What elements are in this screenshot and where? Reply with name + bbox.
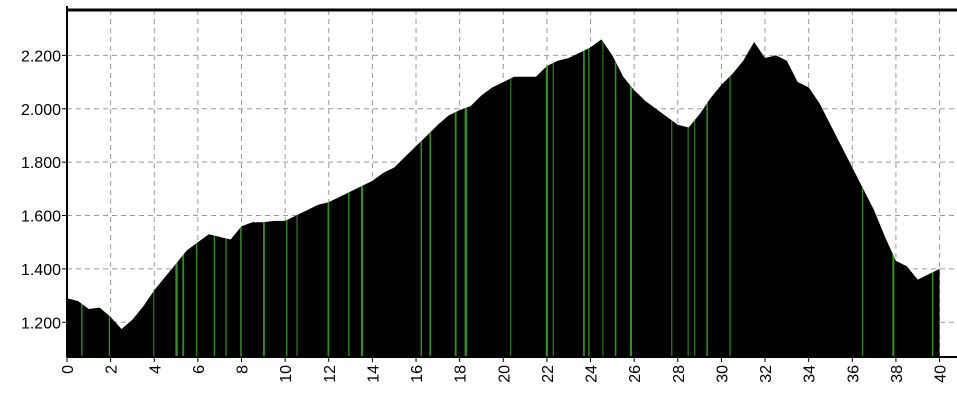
x-tick-label: 36	[845, 365, 862, 383]
x-tick-label: 24	[584, 365, 601, 383]
y-tick-label: 1.600	[21, 209, 61, 226]
x-tick-label: 8	[235, 365, 252, 374]
x-tick-label: 2	[104, 365, 121, 374]
x-tick-label: 6	[191, 365, 208, 374]
x-tick-label: 28	[671, 365, 688, 383]
x-tick-label: 14	[365, 365, 382, 383]
x-tick-label: 18	[453, 365, 470, 383]
x-tick-label: 4	[147, 365, 164, 374]
x-tick-label: 10	[278, 365, 295, 383]
x-tick-label: 12	[322, 365, 339, 383]
x-tick-label: 34	[802, 365, 819, 383]
y-tick-label: 1.200	[21, 315, 61, 332]
x-tick-label: 0	[60, 365, 77, 374]
x-tick-label: 32	[758, 365, 775, 383]
x-tick-label: 38	[889, 365, 906, 383]
x-tick-label: 40	[933, 365, 950, 383]
y-tick-label: 2.200	[21, 48, 61, 65]
x-tick-label: 30	[714, 365, 731, 383]
x-tick-label: 16	[409, 365, 426, 383]
y-tick-label: 2.000	[21, 102, 61, 119]
x-tick-label: 20	[496, 365, 513, 383]
y-tick-label: 1.800	[21, 155, 61, 172]
x-tick-label: 22	[540, 365, 557, 383]
area-group	[67, 39, 940, 357]
elevation-area	[67, 39, 940, 357]
x-tick-label: 26	[627, 365, 644, 383]
y-tick-label: 1.400	[21, 262, 61, 279]
